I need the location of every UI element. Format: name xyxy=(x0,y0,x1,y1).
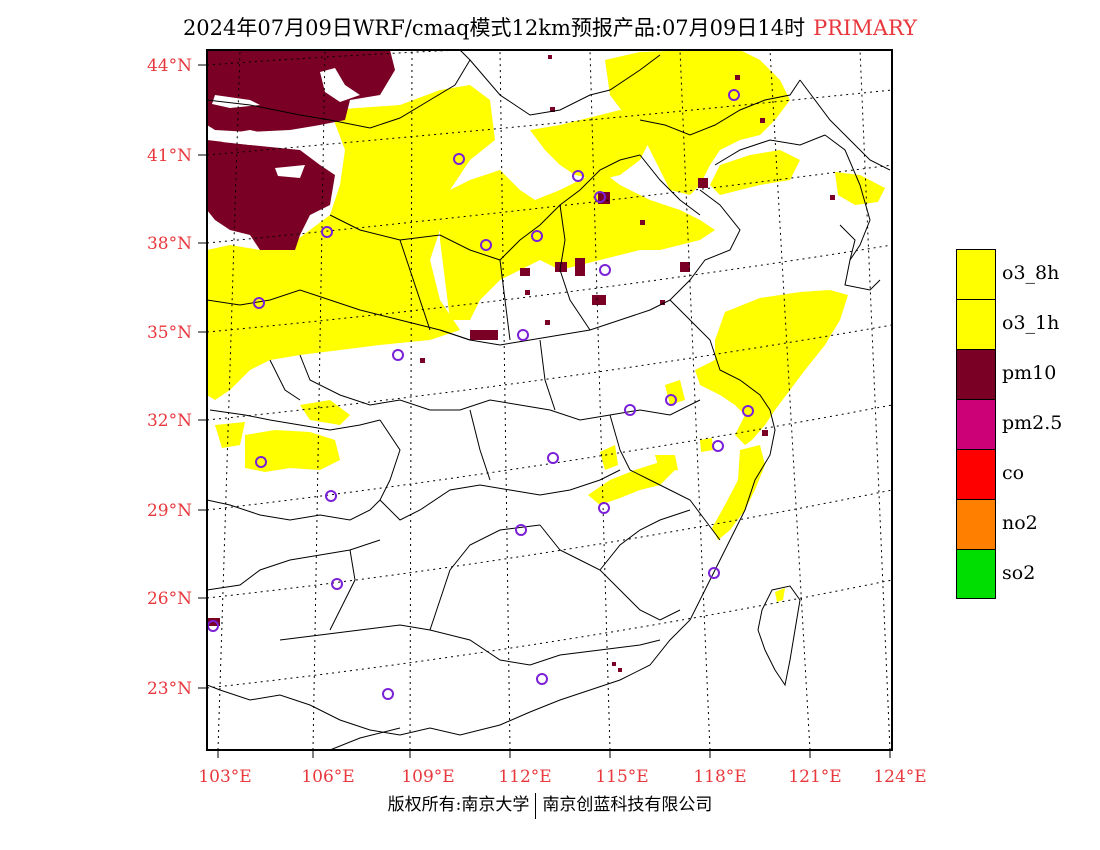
map-title: 2024年07月09日WRF/cmaq模式12km预报产品:07月09日14时 P… xyxy=(0,12,1100,42)
footer-separator xyxy=(535,792,537,819)
lat-label: 23°N xyxy=(147,679,192,699)
circle-station-icon xyxy=(321,226,333,238)
legend-label: pm10 xyxy=(1002,362,1057,384)
circle-station-icon xyxy=(598,502,610,514)
lon-label: 115°E xyxy=(595,767,648,787)
station-markers xyxy=(207,89,754,700)
o3-area-layer xyxy=(207,50,885,602)
lon-label: 124°E xyxy=(873,767,926,787)
circle-station-icon xyxy=(665,394,677,406)
circle-station-icon xyxy=(599,264,611,276)
circle-station-icon xyxy=(708,567,720,579)
circle-station-icon xyxy=(255,456,267,468)
copyright-right: 南京创蓝科技有限公司 xyxy=(542,795,713,815)
legend-swatch xyxy=(956,499,996,549)
boundary-lines xyxy=(207,50,891,750)
legend-label: no2 xyxy=(1002,512,1038,534)
circle-station-icon xyxy=(480,239,492,251)
circle-station-icon xyxy=(712,440,724,452)
circle-station-icon xyxy=(572,170,584,182)
copyright-footer: 版权所有:南京大学 南京创蓝科技有限公司 xyxy=(0,790,1100,819)
circle-station-icon xyxy=(253,297,265,309)
legend-label: o3_8h xyxy=(1002,262,1060,284)
legend-label: o3_1h xyxy=(1002,312,1060,334)
lat-label: 35°N xyxy=(147,323,192,343)
legend-swatch xyxy=(956,349,996,399)
graticule xyxy=(207,50,892,750)
legend-swatch xyxy=(956,299,996,349)
circle-station-icon xyxy=(453,153,465,165)
circle-station-icon xyxy=(547,452,559,464)
circle-station-icon xyxy=(382,688,394,700)
circle-station-icon xyxy=(331,578,343,590)
circle-station-icon xyxy=(531,230,543,242)
circle-station-icon xyxy=(624,404,636,416)
map-frame xyxy=(206,49,893,751)
lat-label: 26°N xyxy=(147,589,192,609)
legend-swatch xyxy=(956,449,996,499)
lat-label: 32°N xyxy=(147,411,192,431)
circle-station-icon xyxy=(517,329,529,341)
circle-station-icon xyxy=(742,405,754,417)
lon-label: 118°E xyxy=(693,767,746,787)
legend-swatch xyxy=(956,549,996,599)
copyright-left: 版权所有:南京大学 xyxy=(387,795,530,815)
circle-station-icon xyxy=(325,490,337,502)
legend-label: pm2.5 xyxy=(1002,412,1063,434)
lat-label: 29°N xyxy=(147,501,192,521)
legend-swatch xyxy=(956,249,996,299)
circle-station-icon xyxy=(392,349,404,361)
lat-label: 44°N xyxy=(147,56,192,76)
pm10-gaps xyxy=(212,68,360,178)
legend-label: co xyxy=(1002,462,1025,484)
legend-swatch xyxy=(956,399,996,449)
latitude-labels: 44°N 41°N 38°N 35°N 32°N 29°N 26°N 23°N xyxy=(147,56,192,699)
lon-label: 112°E xyxy=(498,767,551,787)
lon-label: 103°E xyxy=(198,767,251,787)
lat-label: 41°N xyxy=(147,146,192,166)
lon-label: 109°E xyxy=(401,767,454,787)
title-main: 2024年07月09日WRF/cmaq模式12km预报产品:07月09日14时 xyxy=(182,16,806,40)
circle-station-icon xyxy=(515,524,527,536)
circle-station-icon xyxy=(594,191,606,203)
legend-label: so2 xyxy=(1002,562,1036,584)
title-primary-tag: PRIMARY xyxy=(813,16,918,40)
circle-station-icon xyxy=(728,89,740,101)
circle-station-icon xyxy=(536,673,548,685)
lat-label: 38°N xyxy=(147,234,192,254)
longitude-labels: 103°E 106°E 109°E 112°E 115°E 118°E 121°… xyxy=(198,767,926,787)
lon-label: 106°E xyxy=(301,767,354,787)
axis-ticks xyxy=(198,64,891,758)
lon-label: 121°E xyxy=(788,767,841,787)
